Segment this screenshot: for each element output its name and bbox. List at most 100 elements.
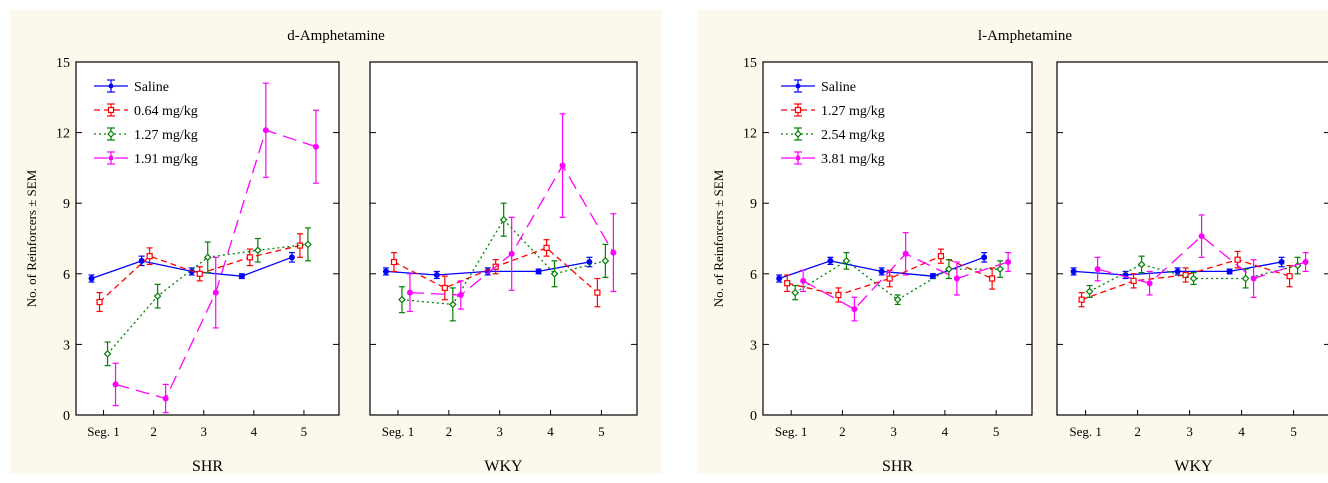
chart-title: l-Amphetamine xyxy=(978,28,1072,44)
data-point xyxy=(1250,275,1257,282)
x-tick-label: 5 xyxy=(301,424,308,439)
panel-label: WKY xyxy=(1174,458,1213,475)
data-point xyxy=(146,253,153,260)
x-tick-label: 4 xyxy=(942,424,949,439)
y-tick-label: 6 xyxy=(750,268,757,283)
panel-wky: Seg. 1 2 3 4 5 WKY xyxy=(369,61,638,475)
data-point xyxy=(196,270,203,277)
data-point xyxy=(559,162,566,169)
data-point xyxy=(981,254,988,261)
data-point xyxy=(791,288,800,297)
data-point xyxy=(1198,233,1205,240)
series-group xyxy=(382,113,617,322)
panel-shr: 0 3 6 9 12 15 Seg. 1 2 3 4 5 SHR Saline 0.64 mg/kg 1.2… xyxy=(56,56,340,475)
x-tick-label: Seg. 1 xyxy=(1069,424,1102,439)
panel-label: WKY xyxy=(484,458,523,475)
data-point xyxy=(203,253,212,262)
series-group xyxy=(88,82,319,414)
legend-label: 3.81 mg/kg xyxy=(821,152,885,167)
legend: Saline 1.27 mg/kg 2.54 mg/kg 3.81 mg/kg xyxy=(781,79,885,167)
panel-frame xyxy=(762,61,1033,416)
chart-title: d-Amphetamine xyxy=(287,28,385,44)
legend-marker xyxy=(107,130,115,138)
legend-label: 1.91 mg/kg xyxy=(134,152,198,167)
x-tick-label: Seg. 1 xyxy=(87,424,120,439)
legend-label: Saline xyxy=(134,80,169,95)
legend-label: 2.54 mg/kg xyxy=(821,128,885,143)
data-point xyxy=(893,295,902,304)
series-group xyxy=(1070,214,1309,308)
x-tick-label: 2 xyxy=(150,424,157,439)
data-point xyxy=(1085,287,1094,296)
panel-wky: Seg. 1 2 3 4 5 WKY xyxy=(1056,61,1328,475)
legend-marker xyxy=(795,83,801,89)
legend-label: 0.64 mg/kg xyxy=(134,104,198,119)
data-point xyxy=(902,250,909,257)
data-point xyxy=(594,289,601,296)
chart-1: d-Amphetamine No. of Reinforcers ± SEM 0 3 6… xyxy=(10,10,662,475)
x-tick-label: Seg. 1 xyxy=(775,424,808,439)
data-point xyxy=(390,258,398,266)
x-tick-label: 4 xyxy=(1238,424,1245,439)
series-line xyxy=(107,243,308,355)
data-point xyxy=(253,246,262,255)
panel-label: SHR xyxy=(192,458,223,475)
data-point xyxy=(842,257,851,265)
data-point xyxy=(262,127,269,134)
data-point xyxy=(304,240,312,249)
data-point xyxy=(953,275,960,282)
x-tick-label: 5 xyxy=(1290,424,1297,439)
data-point xyxy=(1234,256,1241,263)
data-point xyxy=(1005,259,1012,266)
legend-marker xyxy=(108,155,114,161)
data-point xyxy=(776,275,783,282)
data-point xyxy=(878,268,885,275)
x-tick-label: 3 xyxy=(200,424,207,439)
chart-2: l-Amphetamine No. of Reinforcers ± SEM 0 3 6… xyxy=(697,10,1328,475)
legend-label: 1.27 mg/kg xyxy=(821,104,885,119)
legend-marker xyxy=(108,83,114,89)
data-point xyxy=(1137,260,1146,269)
panel-frame xyxy=(1056,61,1328,416)
x-tick-label: 5 xyxy=(598,424,605,439)
series-line xyxy=(794,260,1001,301)
data-point xyxy=(945,265,953,273)
data-point xyxy=(499,215,508,224)
series-line xyxy=(787,255,993,296)
data-point xyxy=(238,273,245,280)
y-tick-label: 12 xyxy=(56,127,70,142)
series-line xyxy=(1081,259,1290,301)
data-point xyxy=(1078,296,1085,303)
data-point xyxy=(1226,268,1233,275)
data-point xyxy=(508,250,515,257)
x-tick-label: 3 xyxy=(890,424,897,439)
data-point xyxy=(1189,274,1198,283)
y-axis-label: No. of Reinforcers ± SEM xyxy=(24,169,39,307)
data-point xyxy=(96,298,103,306)
data-point xyxy=(1130,277,1137,284)
data-point xyxy=(382,268,389,275)
data-point xyxy=(1286,273,1293,280)
x-tick-label: Seg. 1 xyxy=(382,424,415,439)
data-point xyxy=(457,291,464,298)
data-point xyxy=(406,289,413,296)
legend: Saline 0.64 mg/kg 1.27 mg/kg 1.91 mg/kg xyxy=(94,79,198,167)
data-point xyxy=(312,143,319,150)
data-point xyxy=(138,257,145,264)
x-tick-label: 5 xyxy=(993,424,1000,439)
data-point xyxy=(162,395,169,402)
data-point xyxy=(112,381,119,388)
y-tick-label: 9 xyxy=(750,197,757,212)
data-point xyxy=(937,253,944,260)
data-point xyxy=(1146,280,1153,287)
panel-frame xyxy=(75,61,340,416)
x-tick-label: 3 xyxy=(496,424,503,439)
data-point xyxy=(448,300,457,309)
data-point xyxy=(586,259,593,266)
y-tick-label: 0 xyxy=(750,409,757,424)
y-tick-label: 9 xyxy=(63,197,70,212)
data-point xyxy=(1070,268,1077,275)
data-point xyxy=(153,292,162,301)
panel-label: SHR xyxy=(882,458,913,475)
